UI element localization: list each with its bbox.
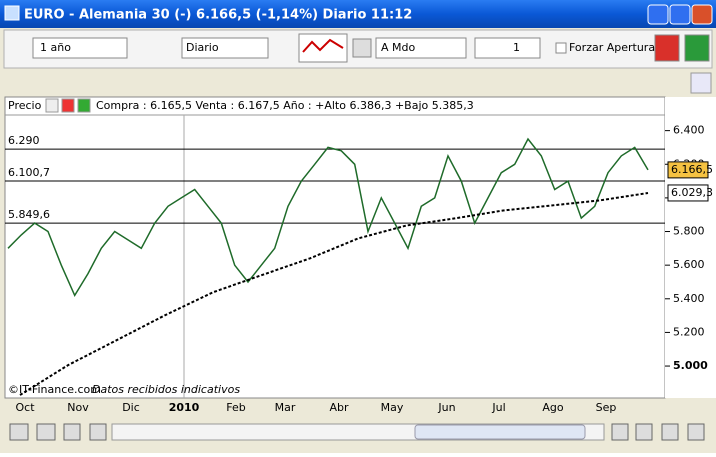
buy-button[interactable]: [684, 34, 710, 62]
ma-box: [667, 184, 709, 202]
swap-button[interactable]: [690, 72, 712, 94]
minimize-button[interactable]: [647, 4, 669, 25]
order-value: A Mdo: [381, 41, 415, 54]
period-select[interactable]: [32, 37, 128, 59]
level-label: 5.849,6: [8, 208, 50, 221]
x-tick-label: 2010: [169, 401, 200, 414]
calc-button[interactable]: [89, 423, 107, 441]
app-icon: [4, 5, 20, 21]
header-icon[interactable]: [61, 98, 75, 113]
header-icon[interactable]: [77, 98, 91, 113]
y-tick-label: 5.800: [673, 225, 705, 238]
price-label: 6.166,5: [671, 163, 713, 176]
x-tick-label: Ago: [542, 401, 564, 414]
period-value: 1 año: [40, 41, 71, 54]
indicator-icon: [302, 38, 344, 53]
window-title: EURO - Alemania 30 (-) 6.166,5 (-1,14%) …: [24, 8, 412, 23]
y-tick-label: 5.600: [673, 258, 705, 271]
title-bar: [0, 0, 716, 28]
x-tick-label: Mar: [275, 401, 296, 414]
chart-area: [4, 96, 666, 399]
qty-input[interactable]: [474, 37, 541, 59]
zoom-in-button[interactable]: [687, 423, 705, 441]
force-checkbox[interactable]: [555, 42, 567, 54]
close-button[interactable]: [691, 4, 713, 25]
maximize-button[interactable]: [669, 4, 691, 25]
qty-value: 1: [513, 41, 520, 54]
x-tick-label: Oct: [15, 401, 35, 414]
header-icon[interactable]: [45, 98, 59, 113]
header-info: Compra : 6.165,5 Venta : 6.167,5 Año : +…: [96, 99, 474, 112]
y-tick-label: 5.000: [673, 359, 708, 372]
x-tick-label: Jun: [437, 401, 455, 414]
link-button[interactable]: [63, 423, 81, 441]
x-tick-label: Nov: [67, 401, 89, 414]
tool-button[interactable]: [352, 38, 372, 58]
y-tick-label: 5.200: [673, 325, 705, 338]
mail-button[interactable]: [9, 423, 29, 441]
x-tick-label: Jul: [491, 401, 505, 414]
y-axis-area: [665, 97, 716, 398]
y-tick-label: 6.400: [673, 124, 705, 137]
scroll-thumb[interactable]: [414, 424, 586, 440]
force-label: Forzar Apertura: [569, 41, 655, 54]
zoom-button[interactable]: [635, 423, 653, 441]
interval-select[interactable]: [181, 37, 269, 59]
footer-note: Datos recibidos indicativos: [92, 383, 240, 396]
print-button[interactable]: [36, 423, 56, 441]
x-tick-label: May: [381, 401, 404, 414]
header-label: Precio: [8, 99, 42, 112]
zoom-out-button[interactable]: [661, 423, 679, 441]
x-tick-label: Abr: [329, 401, 349, 414]
level-label: 6.290: [8, 134, 40, 147]
y-tick-label: 5.400: [673, 292, 705, 305]
zoom-button[interactable]: [611, 423, 629, 441]
order-select[interactable]: [375, 37, 467, 59]
footer-source: ©IT-Finance.com: [8, 383, 101, 396]
last-price-box: [667, 161, 709, 179]
price-label: 6.029,3: [671, 186, 713, 199]
level-label: 6.100,7: [8, 166, 50, 179]
moving-average: [19, 192, 649, 396]
x-tick-label: Sep: [596, 401, 617, 414]
sell-button[interactable]: [654, 34, 680, 62]
x-tick-label: Dic: [122, 401, 140, 414]
price-line: [7, 137, 649, 298]
x-tick-label: Feb: [226, 401, 245, 414]
interval-value: Diario: [186, 41, 219, 54]
